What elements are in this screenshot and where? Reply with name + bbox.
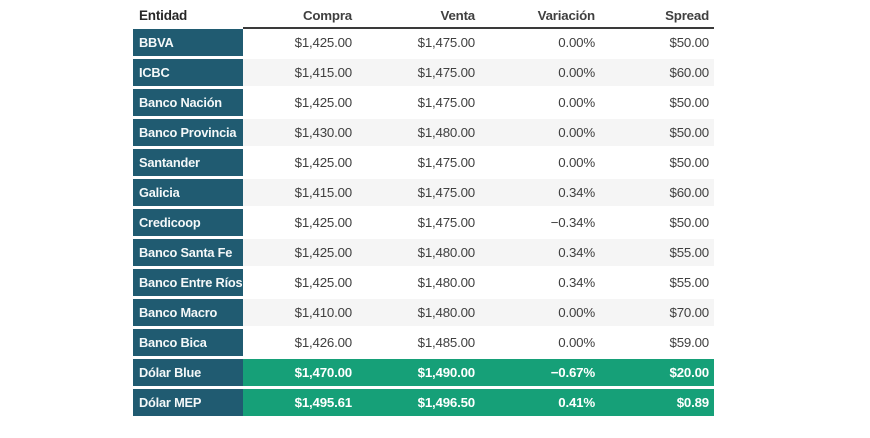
variacion-cell: −0.34% xyxy=(550,215,595,230)
venta-cell: $1,480.00 xyxy=(360,119,483,146)
column-header-entidad: Entidad xyxy=(139,8,188,23)
compra-cell: $1,426.00 xyxy=(294,335,353,350)
table-row: Banco Bica $1,426.00 $1,485.00 0.00% $59.00 xyxy=(133,329,714,356)
variacion-cell: 0.41% xyxy=(483,389,603,416)
compra-cell: $1,425.00 xyxy=(294,155,353,170)
spread-cell: $0.89 xyxy=(603,389,714,416)
venta-cell: $1,490.00 xyxy=(360,359,483,386)
table-row: Galicia $1,415.00 $1,475.00 0.34% $60.00 xyxy=(133,179,714,206)
spread-cell: $70.00 xyxy=(603,299,714,326)
entity-cell: Banco Santa Fe xyxy=(133,239,243,266)
venta-cell: $1,475.00 xyxy=(417,35,476,50)
venta-cell: $1,480.00 xyxy=(417,275,476,290)
entity-cell: ICBC xyxy=(133,59,243,86)
compra-cell: $1,425.00 xyxy=(294,275,353,290)
variacion-cell: 0.34% xyxy=(483,239,603,266)
table-row: Banco Nación $1,425.00 $1,475.00 0.00% $50.0… xyxy=(133,89,714,116)
spread-cell: $55.00 xyxy=(603,239,714,266)
compra-cell: $1,470.00 xyxy=(243,359,360,386)
variacion-cell: 0.00% xyxy=(558,335,595,350)
entity-cell: Galicia xyxy=(133,179,243,206)
column-header-venta: Venta xyxy=(360,0,483,29)
table-row: Dólar Blue $1,470.00 $1,490.00 −0.67% $20.00 xyxy=(133,359,714,386)
spread-cell: $60.00 xyxy=(603,179,714,206)
spread-cell: $50.00 xyxy=(603,119,714,146)
venta-cell: $1,480.00 xyxy=(360,239,483,266)
table-row: Banco Macro $1,410.00 $1,480.00 0.00% $70.00 xyxy=(133,299,714,326)
entity-cell: Banco Macro xyxy=(133,299,243,326)
variacion-cell: 0.00% xyxy=(558,155,595,170)
venta-cell: $1,475.00 xyxy=(417,95,476,110)
venta-cell: $1,496.50 xyxy=(360,389,483,416)
venta-cell: $1,475.00 xyxy=(417,155,476,170)
table-row: BBVA $1,425.00 $1,475.00 0.00% $50.00 xyxy=(133,29,714,56)
table-row: Banco Santa Fe $1,425.00 $1,480.00 0.34% $55… xyxy=(133,239,714,266)
exchange-rates-table: Entidad Compra Venta Variación Spread BB… xyxy=(133,0,714,419)
table-row: Banco Entre Ríos $1,425.00 $1,480.00 0.34% $… xyxy=(133,269,714,296)
compra-cell: $1,430.00 xyxy=(243,119,360,146)
compra-cell: $1,425.00 xyxy=(294,35,353,50)
variacion-cell: 0.00% xyxy=(558,35,595,50)
entity-cell: BBVA xyxy=(133,29,243,56)
variacion-cell: −0.67% xyxy=(483,359,603,386)
compra-cell: $1,425.00 xyxy=(294,95,353,110)
spread-cell: $55.00 xyxy=(669,275,710,290)
venta-cell: $1,485.00 xyxy=(417,335,476,350)
table-row: Banco Provincia $1,430.00 $1,480.00 0.00% $5… xyxy=(133,119,714,146)
venta-cell: $1,475.00 xyxy=(360,179,483,206)
entity-cell: Santander xyxy=(133,149,243,176)
venta-cell: $1,475.00 xyxy=(360,59,483,86)
entity-cell: Banco Entre Ríos xyxy=(133,269,243,296)
spread-cell: $50.00 xyxy=(669,95,710,110)
table-body: BBVA $1,425.00 $1,475.00 0.00% $50.00 ICBC $1,… xyxy=(133,29,714,416)
column-header-spread: Spread xyxy=(603,0,714,29)
spread-cell: $60.00 xyxy=(603,59,714,86)
entity-cell: Banco Provincia xyxy=(133,119,243,146)
venta-cell: $1,480.00 xyxy=(360,299,483,326)
spread-cell: $50.00 xyxy=(669,155,710,170)
entity-cell: Banco Bica xyxy=(133,329,243,356)
variacion-cell: 0.34% xyxy=(558,275,595,290)
spread-cell: $20.00 xyxy=(603,359,714,386)
entity-cell: Dólar MEP xyxy=(133,389,243,416)
variacion-cell: 0.00% xyxy=(558,95,595,110)
table-header-row: Entidad Compra Venta Variación Spread xyxy=(133,0,714,29)
table-row: Dólar MEP $1,495.61 $1,496.50 0.41% $0.89 xyxy=(133,389,714,416)
variacion-cell: 0.00% xyxy=(483,59,603,86)
column-header-variacion: Variación xyxy=(483,0,603,29)
entity-cell: Credicoop xyxy=(133,209,243,236)
table-row: Santander $1,425.00 $1,475.00 0.00% $50.00 xyxy=(133,149,714,176)
entity-cell: Dólar Blue xyxy=(133,359,243,386)
compra-cell: $1,415.00 xyxy=(243,59,360,86)
compra-cell: $1,415.00 xyxy=(243,179,360,206)
variacion-cell: 0.00% xyxy=(483,119,603,146)
variacion-cell: 0.00% xyxy=(483,299,603,326)
compra-cell: $1,495.61 xyxy=(243,389,360,416)
spread-cell: $50.00 xyxy=(669,215,710,230)
table-row: ICBC $1,415.00 $1,475.00 0.00% $60.00 xyxy=(133,59,714,86)
column-header-compra: Compra xyxy=(243,0,360,29)
compra-cell: $1,410.00 xyxy=(243,299,360,326)
spread-cell: $50.00 xyxy=(669,35,710,50)
entity-cell: Banco Nación xyxy=(133,89,243,116)
variacion-cell: 0.34% xyxy=(483,179,603,206)
venta-cell: $1,475.00 xyxy=(417,215,476,230)
spread-cell: $59.00 xyxy=(669,335,710,350)
table-row: Credicoop $1,425.00 $1,475.00 −0.34% $50.00 xyxy=(133,209,714,236)
compra-cell: $1,425.00 xyxy=(243,239,360,266)
compra-cell: $1,425.00 xyxy=(294,215,353,230)
